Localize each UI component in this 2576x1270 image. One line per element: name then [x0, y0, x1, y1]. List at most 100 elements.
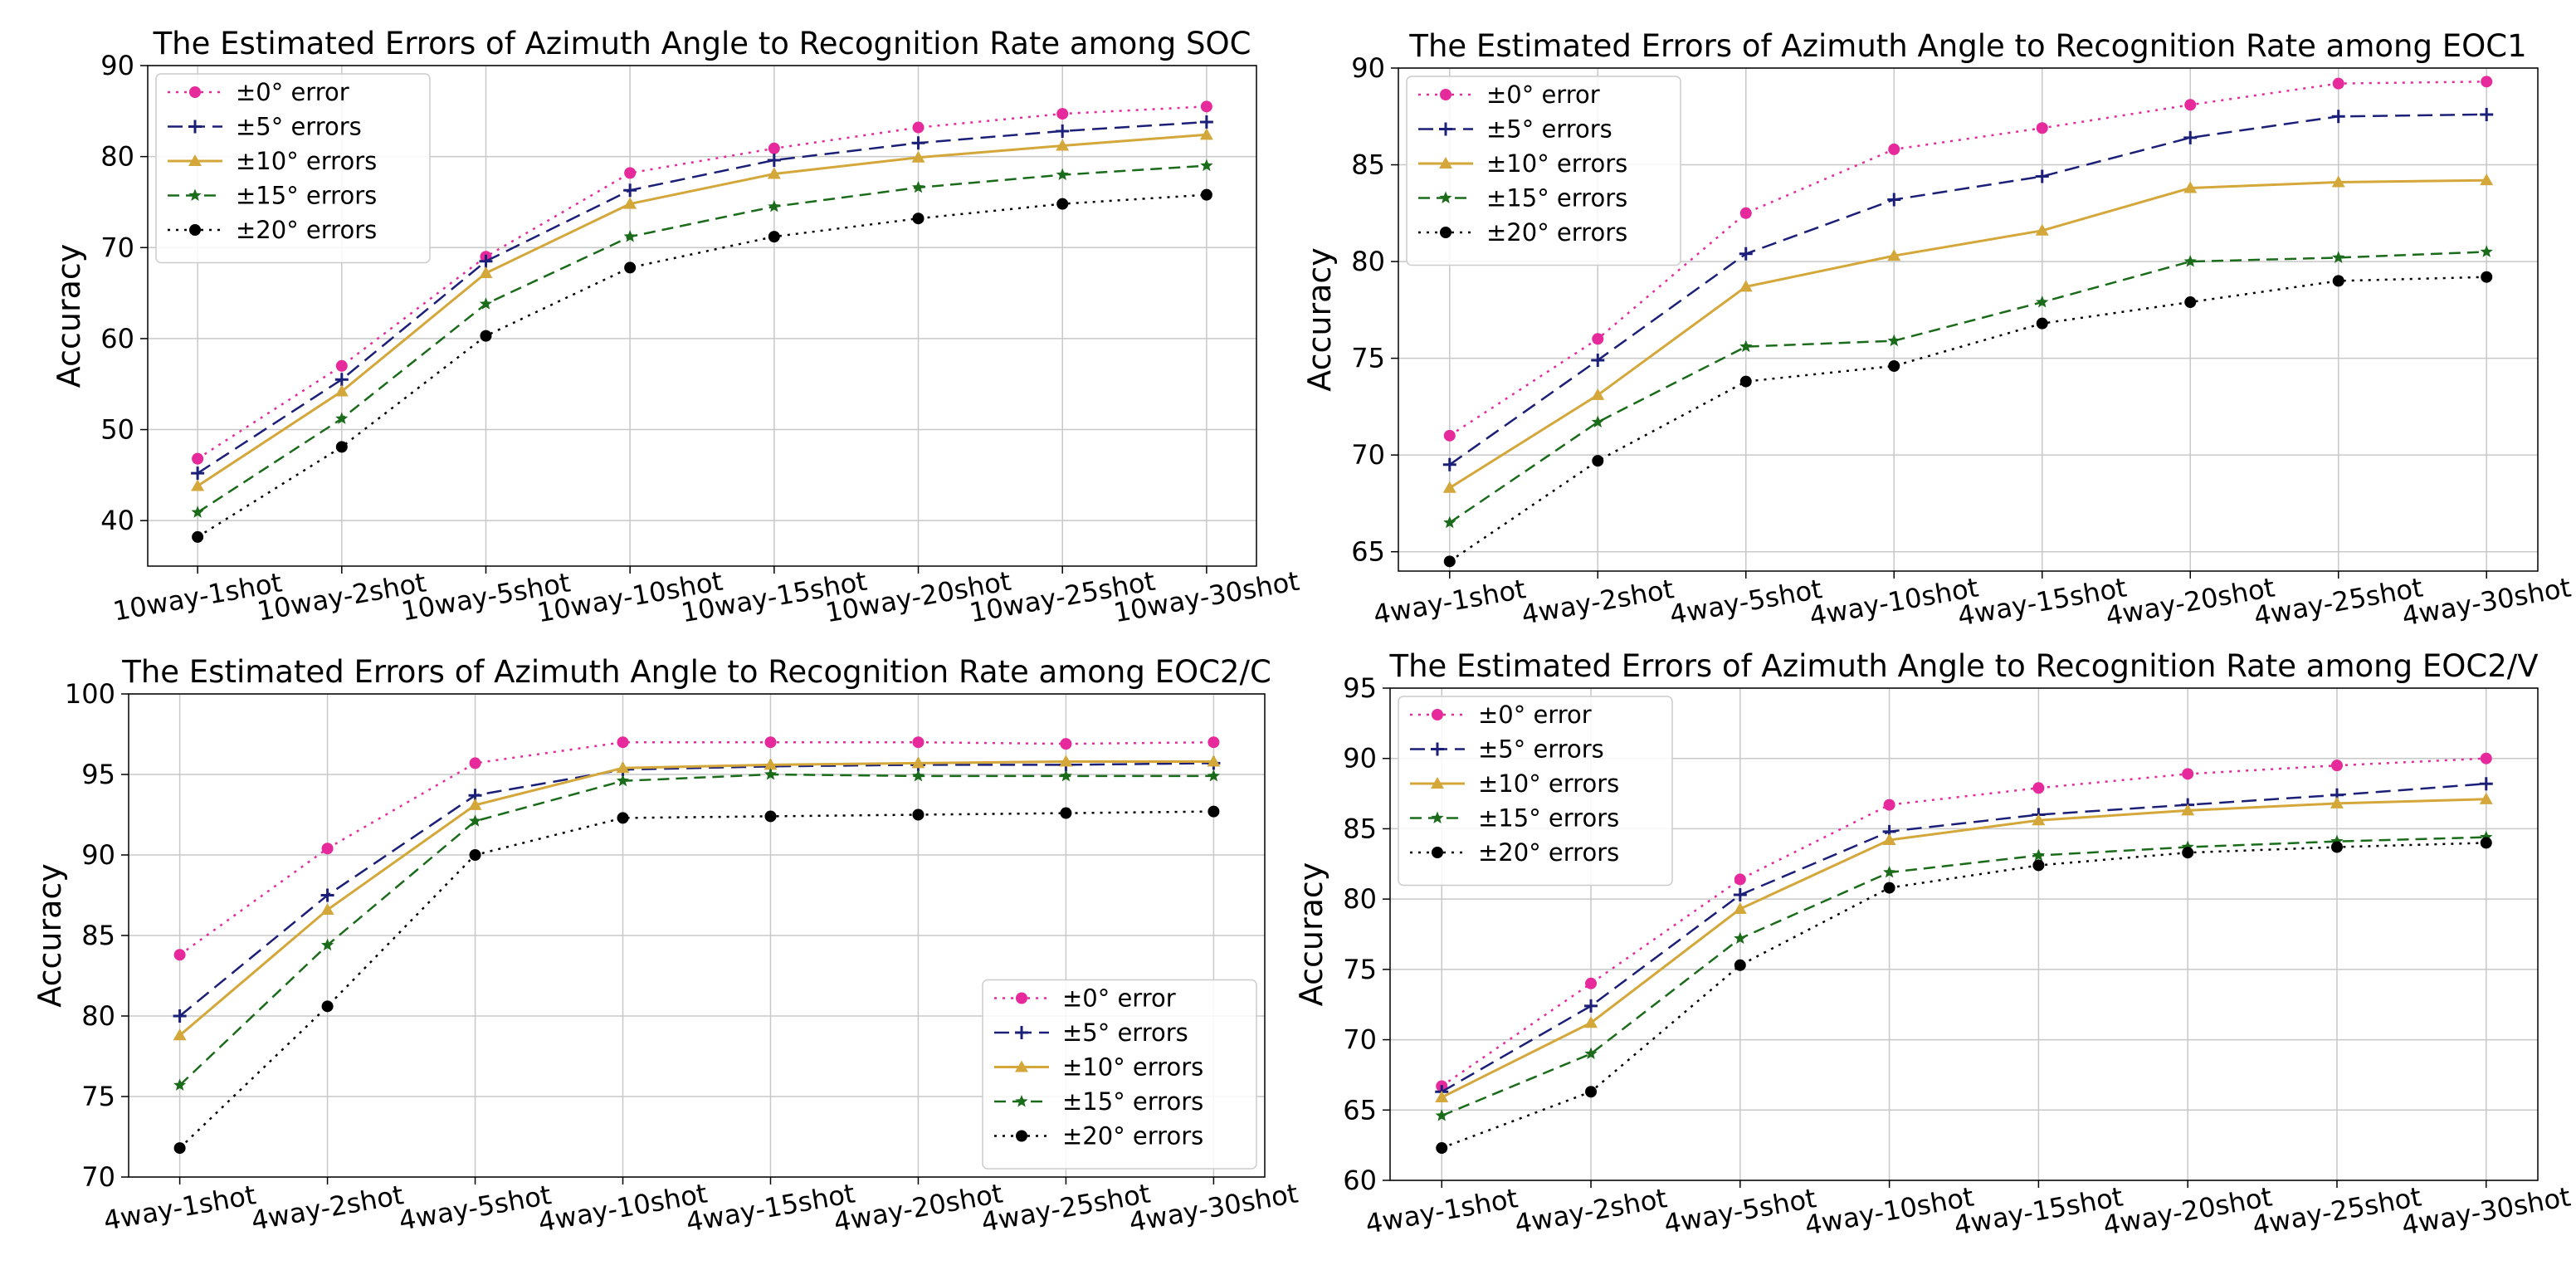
data-point [1200, 188, 1212, 201]
data-point [1200, 159, 1213, 172]
plot-frame [147, 65, 1257, 567]
data-point [2332, 77, 2344, 90]
y-tick-label: 75 [81, 1081, 115, 1112]
data-point [1200, 100, 1212, 113]
data-point [1739, 280, 1753, 292]
legend-item: ±0° error [994, 984, 1176, 1013]
y-tick-label: 70 [100, 232, 134, 263]
series-black-dotted [173, 805, 1220, 1155]
legend-marker [1016, 1130, 1027, 1142]
data-point [2036, 317, 2048, 330]
data-point [1436, 1142, 1448, 1155]
data-point [2481, 76, 2493, 88]
y-tick-label: 90 [100, 50, 134, 81]
data-point [1207, 769, 1220, 782]
data-point [1443, 515, 1456, 529]
legend-marker [1431, 777, 1444, 789]
data-point [2032, 813, 2046, 826]
data-point [623, 230, 637, 242]
data-point [2332, 251, 2345, 263]
legend-marker [1015, 1060, 1028, 1072]
data-point [1734, 931, 1747, 945]
data-point [1442, 457, 1456, 471]
data-point [1585, 1086, 1598, 1098]
data-point [2181, 840, 2194, 852]
data-point [191, 506, 204, 518]
data-point [2183, 181, 2198, 193]
x-tick-label: 4way-2shot [1519, 573, 1676, 631]
legend-marker [189, 86, 201, 98]
legend-label: ±15° errors [1486, 184, 1627, 212]
x-tick-label: 4way-30shot [2399, 1180, 2573, 1241]
series-line [197, 105, 1207, 460]
x-tick-label: 4way-2shot [249, 1179, 406, 1237]
data-point [768, 142, 780, 154]
data-point [2184, 99, 2197, 111]
data-point [335, 359, 348, 372]
data-point [1059, 769, 1072, 782]
data-point [321, 843, 334, 855]
y-axis-label: Accuracy [32, 863, 68, 1008]
y-tick-label: 60 [1343, 1165, 1377, 1196]
y-tick-label: 85 [1351, 149, 1385, 181]
data-point [1591, 415, 1604, 427]
series-line [1449, 251, 2487, 524]
legend: ±0° error ±5° errors ±10° errors ±15° error… [982, 979, 1257, 1170]
x-tick-label: 4way-30shot [2399, 571, 2573, 632]
series-navy-dashed [1442, 107, 2494, 471]
legend-marker [188, 154, 202, 166]
legend-marker [1439, 157, 1452, 169]
y-tick-label: 90 [81, 839, 115, 871]
legend-label: ±0° error [1478, 701, 1592, 729]
series-gold-solid [1442, 173, 2494, 493]
data-point [2183, 130, 2198, 144]
series-green-dashed [173, 768, 1220, 1091]
data-point [764, 768, 778, 780]
data-point [173, 949, 186, 961]
legend-marker [1015, 1026, 1028, 1039]
legend-item: ±10° errors [1418, 149, 1627, 178]
data-point [173, 1142, 186, 1155]
data-point [2479, 792, 2493, 804]
data-point [173, 1028, 187, 1041]
data-point [1733, 888, 1747, 902]
data-point [1883, 799, 1895, 811]
data-point [1882, 833, 1896, 845]
data-point [1584, 1016, 1598, 1028]
legend-box [155, 73, 431, 264]
data-point [1887, 334, 1900, 347]
data-point [1435, 1109, 1448, 1121]
y-tick-label: 85 [1343, 813, 1377, 844]
legend-item: ±20° errors [1410, 838, 1619, 867]
data-point [2182, 768, 2194, 780]
data-point [1060, 807, 1072, 819]
data-point [2183, 255, 2197, 267]
data-point [1887, 249, 1901, 261]
data-point [767, 167, 781, 179]
data-point [2481, 271, 2493, 283]
series-black-dotted [1443, 271, 2493, 568]
x-tick-label: 4way-5shot [1667, 573, 1824, 631]
legend-label: ±0° error [1486, 81, 1600, 109]
chart-title: The Estimated Errors of Azimuth Angle to… [153, 26, 1251, 61]
series-line [1449, 81, 2487, 437]
legend-item: ±20° errors [168, 216, 377, 244]
x-tick-label: 4way-5shot [1661, 1182, 1818, 1240]
x-tick-label: 4way-5shot [397, 1179, 554, 1237]
data-point [616, 774, 630, 787]
data-point [764, 810, 777, 823]
data-point [191, 466, 205, 481]
legend-item: ±15° errors [168, 182, 377, 210]
series-gold-solid [173, 755, 1221, 1041]
data-point [1584, 999, 1598, 1013]
data-point [479, 297, 493, 310]
data-point [479, 254, 493, 268]
data-point [616, 761, 630, 774]
y-tick-label: 70 [81, 1161, 115, 1193]
series-green-dashed [191, 159, 1213, 518]
y-axis-label: Accuracy [1301, 247, 1338, 392]
data-point [1739, 247, 1753, 261]
data-point [911, 756, 925, 769]
data-point [1584, 1047, 1598, 1059]
data-point [2035, 169, 2049, 183]
